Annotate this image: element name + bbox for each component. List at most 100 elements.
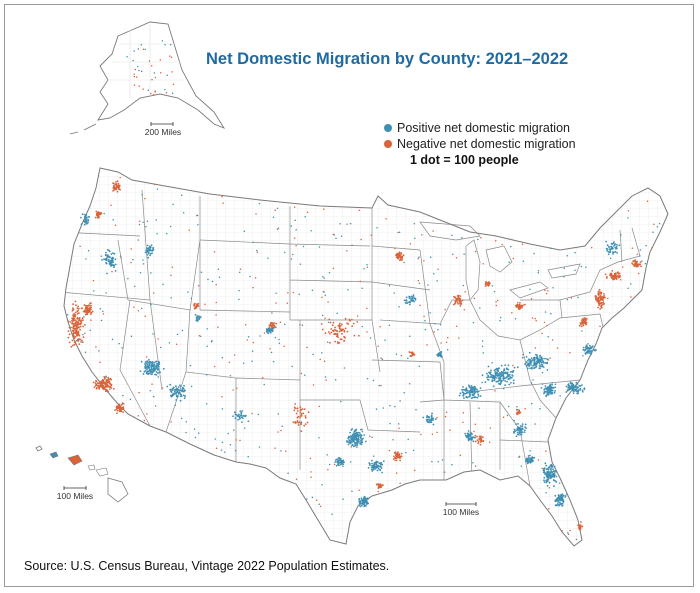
migration-dot <box>502 416 505 418</box>
migration-dot <box>612 253 614 255</box>
migration-dot <box>194 313 197 316</box>
migration-dot <box>100 319 103 322</box>
migration-dot <box>614 273 617 275</box>
migration-dot <box>348 318 351 321</box>
migration-dot <box>601 296 603 299</box>
migration-dot <box>412 294 415 297</box>
migration-dot <box>465 387 468 390</box>
migration-dot <box>215 314 217 316</box>
migration-dot <box>81 213 84 216</box>
migration-dot <box>360 437 362 440</box>
migration-dot <box>545 464 548 467</box>
migration-dot <box>97 384 100 387</box>
legend-item-positive: Positive net domestic migration <box>384 120 576 136</box>
migration-dot <box>578 385 581 387</box>
migration-dot <box>545 491 547 494</box>
migration-dot <box>140 70 143 73</box>
migration-dot <box>546 470 549 473</box>
migration-dot <box>459 392 462 395</box>
migration-dot <box>360 504 363 507</box>
migration-dot <box>252 286 254 289</box>
migration-dot <box>84 306 87 309</box>
migration-dot <box>397 423 400 425</box>
migration-dot <box>275 322 278 325</box>
migration-dot <box>521 243 524 245</box>
migration-dot <box>608 248 611 251</box>
migration-dot <box>464 432 467 435</box>
migration-dot <box>143 419 146 422</box>
migration-dot <box>467 430 470 432</box>
migration-dot <box>379 465 382 468</box>
migration-dot <box>423 260 425 262</box>
migration-dot <box>518 456 520 459</box>
migration-dot <box>484 283 487 286</box>
migration-dot <box>77 339 79 341</box>
migration-dot <box>193 307 196 310</box>
migration-dot <box>74 315 76 318</box>
migration-dot <box>75 332 77 335</box>
migration-dot <box>552 468 554 470</box>
migration-dot <box>506 414 509 417</box>
migration-dot <box>328 463 331 466</box>
migration-dot <box>170 56 173 58</box>
migration-dot <box>477 442 480 445</box>
migration-dot <box>293 206 296 208</box>
migration-dot <box>407 357 409 360</box>
migration-dot <box>549 388 551 391</box>
migration-dot <box>148 363 151 365</box>
migration-dot <box>554 386 557 389</box>
migration-dot <box>548 466 551 469</box>
migration-dot <box>306 346 308 349</box>
migration-dot <box>429 419 432 422</box>
migration-dot <box>546 369 549 371</box>
migration-dot <box>502 375 505 378</box>
migration-dot <box>540 356 543 359</box>
migration-dot <box>446 349 449 351</box>
migration-dot <box>360 434 363 437</box>
migration-dot <box>537 269 540 272</box>
migration-dot <box>193 302 196 305</box>
migration-dot <box>500 364 503 367</box>
migration-dot <box>79 338 82 341</box>
migration-dot <box>72 332 75 335</box>
migration-dot <box>276 228 279 230</box>
migration-dot <box>366 501 369 503</box>
migration-dot <box>525 365 528 367</box>
migration-dot <box>335 464 338 467</box>
migration-dot <box>511 374 514 376</box>
migration-dot <box>526 367 529 370</box>
migration-dot <box>482 440 485 442</box>
migration-dot <box>252 241 254 244</box>
migration-dot <box>427 421 429 423</box>
migration-dot <box>97 215 100 217</box>
migration-dot <box>138 391 140 394</box>
migration-dot <box>558 482 561 484</box>
migration-dot <box>424 320 426 322</box>
migration-dot <box>70 345 73 348</box>
migration-dot <box>465 436 468 438</box>
migration-dot <box>537 357 539 359</box>
migration-dot <box>418 282 421 285</box>
migration-dot <box>580 265 583 268</box>
migration-dot <box>111 270 113 273</box>
migration-dot <box>656 225 659 228</box>
migration-dot <box>420 433 422 436</box>
migration-dot <box>334 379 337 381</box>
migration-dot <box>145 356 148 358</box>
migration-dot <box>455 325 458 328</box>
migration-dot <box>117 187 120 190</box>
migration-dot <box>295 228 297 231</box>
migration-dot <box>615 245 618 248</box>
hawaii-inset <box>35 445 129 503</box>
migration-dot <box>524 423 527 426</box>
migration-dot <box>197 284 200 287</box>
migration-dot <box>479 436 482 439</box>
migration-dot <box>338 330 341 333</box>
migration-dot <box>183 384 185 387</box>
migration-dot <box>322 276 324 278</box>
migration-dot <box>473 430 475 433</box>
migration-dot <box>199 335 202 337</box>
migration-dot <box>512 364 514 367</box>
migration-dot <box>413 353 416 356</box>
migration-dot <box>86 305 88 307</box>
